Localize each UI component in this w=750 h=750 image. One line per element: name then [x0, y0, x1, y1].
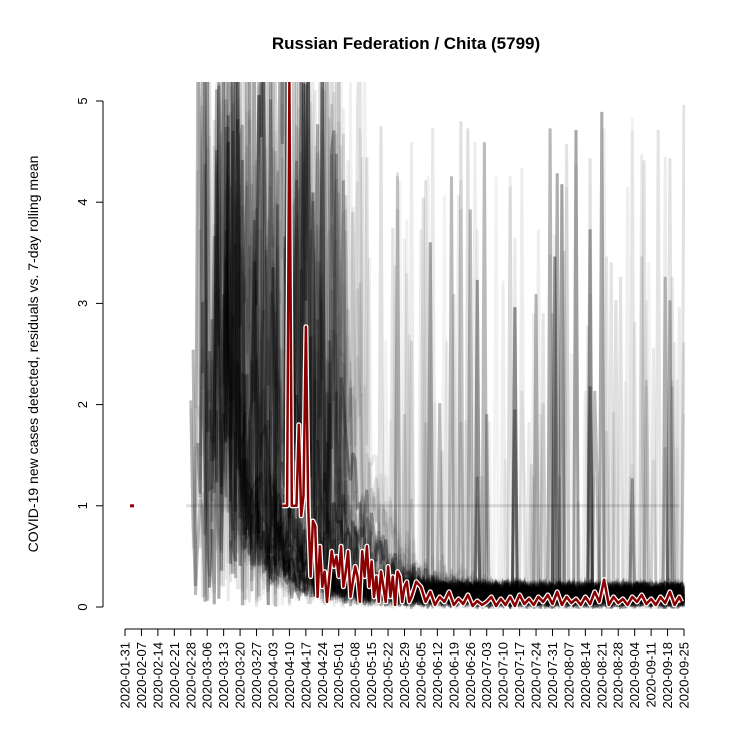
x-tick-label: 2020-07-03: [479, 642, 494, 709]
x-axis: 2020-01-31 2020-02-07 2020-02-14 2020-02-21…: [118, 628, 692, 709]
x-tick-label: 2020-07-24: [529, 642, 544, 709]
background-series-line: [280, 82, 685, 609]
background-series-line: [306, 82, 685, 609]
background-series-line: [276, 82, 685, 609]
y-tick-label: 1: [75, 502, 90, 509]
background-series-line: [285, 82, 685, 609]
x-tick-label: 2020-06-05: [413, 642, 428, 709]
x-tick-label: 2020-07-31: [545, 642, 560, 709]
background-series-line: [201, 111, 685, 609]
background-series-line: [290, 82, 685, 609]
y-tick-label: 4: [75, 199, 90, 206]
x-tick-label: 2020-05-08: [348, 642, 363, 709]
y-tick-label: 3: [75, 300, 90, 307]
x-tick-label: 2020-02-28: [183, 642, 198, 709]
background-series-line: [280, 82, 685, 609]
x-tick-label: 2020-09-11: [644, 642, 659, 708]
x-tick-label: 2020-02-14: [150, 642, 165, 709]
x-tick-label: 2020-05-15: [364, 642, 379, 709]
background-series-line: [198, 82, 685, 609]
x-tick-label: 2020-02-21: [167, 642, 182, 709]
background-series-line: [290, 82, 685, 609]
highlight-series-line: [282, 82, 683, 608]
y-axis: 0 1 2 3 4 5: [75, 97, 104, 611]
y-tick-label: 2: [75, 401, 90, 408]
background-series-line: [264, 82, 685, 609]
x-tick-label: 2020-01-31: [118, 642, 133, 709]
background-series-line: [201, 82, 685, 609]
x-tick-label: 2020-03-06: [200, 642, 215, 709]
x-tick-label: 2020-09-04: [627, 642, 642, 709]
background-series-line: [290, 82, 685, 609]
x-tick-label: 2020-09-25: [677, 642, 692, 709]
x-tick-label: 2020-06-19: [446, 642, 461, 709]
background-series-line: [280, 82, 685, 609]
y-tick-label: 0: [75, 603, 90, 610]
x-tick-label: 2020-08-14: [578, 642, 593, 709]
background-series-line: [205, 82, 685, 609]
x-tick-label: 2020-07-10: [496, 642, 511, 709]
x-tick-label: 2020-05-29: [397, 642, 412, 709]
background-series-line: [290, 82, 685, 609]
x-tick-label: 2020-04-24: [315, 642, 330, 709]
background-series-line: [269, 82, 685, 609]
background-series-line: [198, 82, 685, 609]
background-series-line: [313, 82, 685, 609]
highlight-series-group: [130, 82, 684, 609]
y-axis-label: COVID-19 new cases detected, residuals v…: [25, 156, 41, 553]
x-tick-label: 2020-05-01: [331, 642, 346, 709]
x-tick-label: 2020-04-17: [298, 642, 313, 709]
chart-title: Russian Federation / Chita (5799): [272, 34, 540, 53]
x-tick-label: 2020-06-12: [430, 642, 445, 709]
background-series-line: [280, 82, 685, 609]
y-tick-label: 5: [75, 97, 90, 104]
background-series-line: [194, 82, 685, 609]
x-tick-label: 2020-03-27: [249, 642, 264, 709]
x-tick-label: 2020-04-03: [265, 642, 280, 709]
x-tick-label: 2020-08-07: [561, 642, 576, 709]
background-series-line: [198, 82, 685, 609]
background-series-line: [208, 82, 685, 609]
x-tick-label: 2020-02-07: [134, 642, 149, 709]
x-tick-label: 2020-07-17: [512, 642, 527, 709]
x-tick-label: 2020-06-26: [463, 642, 478, 709]
background-series-group: [186, 82, 685, 609]
x-tick-label: 2020-03-20: [233, 642, 248, 709]
background-series-line: [316, 82, 685, 609]
x-tick-label: 2020-08-21: [594, 642, 609, 709]
background-series-line: [198, 82, 685, 609]
x-tick-label: 2020-05-22: [381, 642, 396, 709]
background-series-line: [280, 82, 685, 609]
x-tick-label: 2020-09-18: [660, 642, 675, 709]
background-series-line: [198, 119, 685, 609]
x-tick-label: 2020-03-13: [216, 642, 231, 709]
x-tick-label: 2020-08-28: [611, 642, 626, 709]
x-tick-label: 2020-04-10: [282, 642, 297, 709]
